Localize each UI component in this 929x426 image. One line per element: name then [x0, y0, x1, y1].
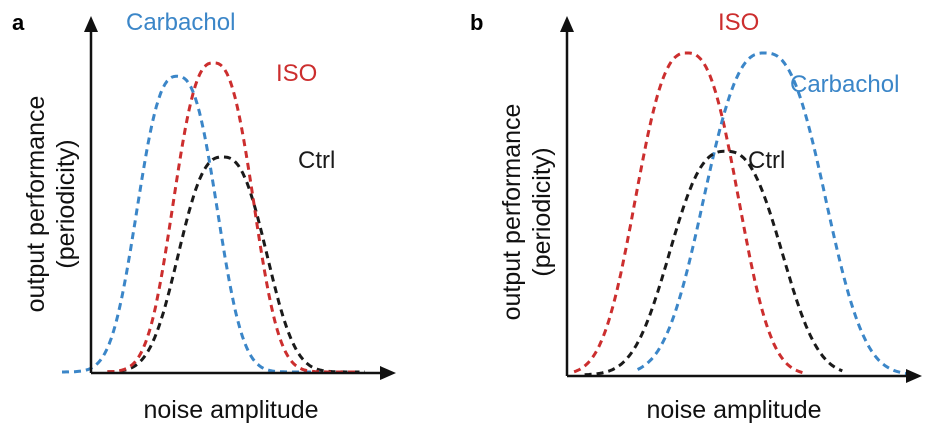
panel-a-ylabel-line1: output performance — [22, 96, 50, 313]
panel-a-y-title: output performance (periodicity) — [22, 96, 80, 313]
panel-b-x-axis-arrow — [906, 369, 922, 383]
panel-a-y-axis-arrow — [84, 16, 98, 32]
panel-b-iso-curve — [574, 53, 807, 374]
panel-a-letter: a — [12, 10, 25, 35]
panel-b-carbachol-label: Carbachol — [790, 71, 899, 98]
panel-a-iso-curve — [107, 63, 359, 372]
panel-a-ylabel-line2: (periodicity) — [52, 139, 80, 268]
panel-b: b output performance (periodicity) ISO C… — [470, 9, 922, 424]
panel-b-ylabel-line1: output performance — [498, 104, 526, 321]
panel-b-y-title: output performance (periodicity) — [498, 104, 556, 321]
panel-b-ylabel-line2: (periodicity) — [528, 147, 556, 276]
panel-b-xlabel: noise amplitude — [646, 396, 821, 424]
panel-b-ctrl-label: Ctrl — [748, 147, 785, 174]
panel-a-xlabel: noise amplitude — [143, 396, 318, 424]
panel-b-y-axis-arrow — [560, 16, 574, 32]
panel-a-x-axis-arrow — [380, 366, 396, 380]
panel-a-ctrl-curve — [107, 157, 365, 372]
panel-a-iso-label: ISO — [276, 60, 317, 87]
panel-a-carbachol-curve — [62, 76, 320, 372]
panel-a-ctrl-label: Ctrl — [298, 147, 335, 174]
panel-b-iso-label: ISO — [718, 9, 759, 36]
panel-a-carbachol-label: Carbachol — [126, 9, 235, 36]
panel-b-carbachol-curve — [638, 53, 913, 374]
panel-b-letter: b — [470, 10, 483, 35]
panel-a: a output performance (periodicity) Carba… — [12, 9, 396, 424]
